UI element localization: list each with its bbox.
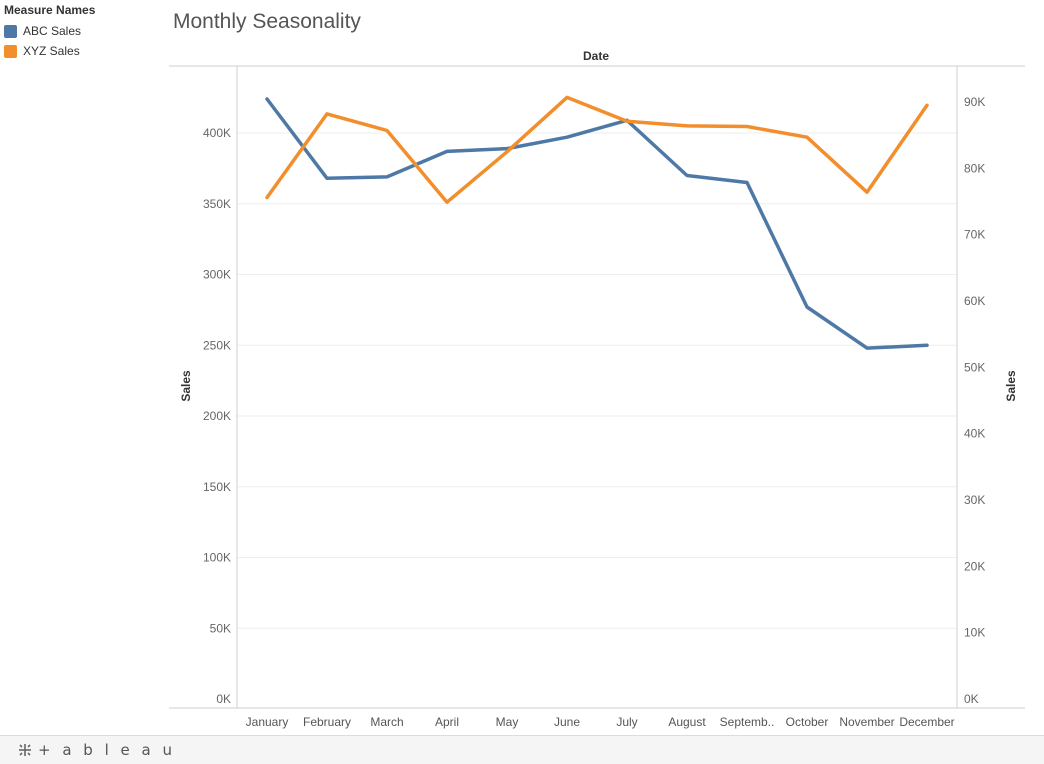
y-tick-label-left: 400K xyxy=(203,126,231,140)
tableau-logo-icon xyxy=(19,744,31,756)
x-tick-label: November xyxy=(839,715,894,729)
y-tick-label-right: 90K xyxy=(964,95,985,109)
y-tick-label-left: 0K xyxy=(216,692,231,706)
x-tick-label: January xyxy=(246,715,289,729)
y-tick-label-right: 60K xyxy=(964,294,985,308)
y-axis-title-right: Sales xyxy=(1004,370,1018,402)
legend-item-xyz-sales[interactable]: XYZ Sales xyxy=(4,41,154,61)
x-tick-label: June xyxy=(554,715,580,729)
y-tick-label-right: 80K xyxy=(964,161,985,175)
line-chart: 0K 50K 100K 150K 200K 250K 300K 350K 400K 0K 10K 20… xyxy=(169,49,1025,729)
y-tick-label-left: 50K xyxy=(210,621,231,635)
x-tick-label: August xyxy=(668,715,706,729)
x-tick-label: October xyxy=(786,715,829,729)
x-tick-label: Septemb.. xyxy=(720,715,775,729)
y-tick-label-right: 40K xyxy=(964,427,985,441)
series-lines xyxy=(265,95,929,350)
x-tick-label: December xyxy=(899,715,954,729)
series-line-xyz-sales xyxy=(265,95,929,204)
y-axis-title-left: Sales xyxy=(179,370,193,402)
y-tick-label-right: 0K xyxy=(964,692,979,706)
y-tick-label-right: 10K xyxy=(964,626,985,640)
y-tick-label-left: 200K xyxy=(203,409,231,423)
y-tick-label-left: 350K xyxy=(203,197,231,211)
legend: Measure Names ABC Sales XYZ Sales xyxy=(4,3,154,61)
legend-swatch-xyz-sales xyxy=(4,44,17,58)
y-tick-label-left: 300K xyxy=(203,268,231,282)
y-tick-label-right: 20K xyxy=(964,559,985,573)
series-line-abc-sales xyxy=(265,97,929,350)
chart-title: Monthly Seasonality xyxy=(173,10,361,33)
legend-item-abc-sales[interactable]: ABC Sales xyxy=(4,21,154,41)
x-tick-label: May xyxy=(496,715,519,729)
legend-label-abc-sales: ABC Sales xyxy=(23,24,82,38)
gridlines xyxy=(237,132,957,629)
y-tick-label-left: 150K xyxy=(203,480,231,494)
axes xyxy=(169,65,1025,709)
x-tick-label: March xyxy=(370,715,403,729)
y-tick-label-right: 70K xyxy=(964,228,985,242)
y-tick-label-left: 250K xyxy=(203,338,231,352)
y-tick-label-right: 30K xyxy=(964,493,985,507)
x-tick-label: April xyxy=(435,715,459,729)
y-tick-label-right: 50K xyxy=(964,360,985,374)
legend-label-xyz-sales: XYZ Sales xyxy=(23,44,80,58)
x-tick-label: July xyxy=(616,715,637,729)
x-tick-label: February xyxy=(303,715,351,729)
footer-bar: + a b l e a u xyxy=(0,735,1044,764)
legend-swatch-abc-sales xyxy=(4,24,17,38)
tableau-logo[interactable]: + a b l e a u xyxy=(16,741,176,759)
legend-title: Measure Names xyxy=(4,3,96,17)
axis-labels: 0K 50K 100K 150K 200K 250K 300K 350K 400K 0K 10K 20… xyxy=(179,49,1018,729)
tableau-logo-text: + a b l e a u xyxy=(38,741,176,759)
x-axis-title: Date xyxy=(583,49,609,63)
y-tick-label-left: 100K xyxy=(203,551,231,565)
